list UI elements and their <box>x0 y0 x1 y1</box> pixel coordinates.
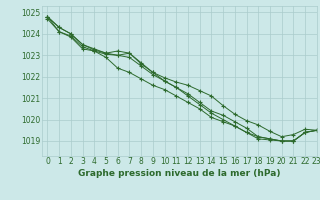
X-axis label: Graphe pression niveau de la mer (hPa): Graphe pression niveau de la mer (hPa) <box>78 169 280 178</box>
